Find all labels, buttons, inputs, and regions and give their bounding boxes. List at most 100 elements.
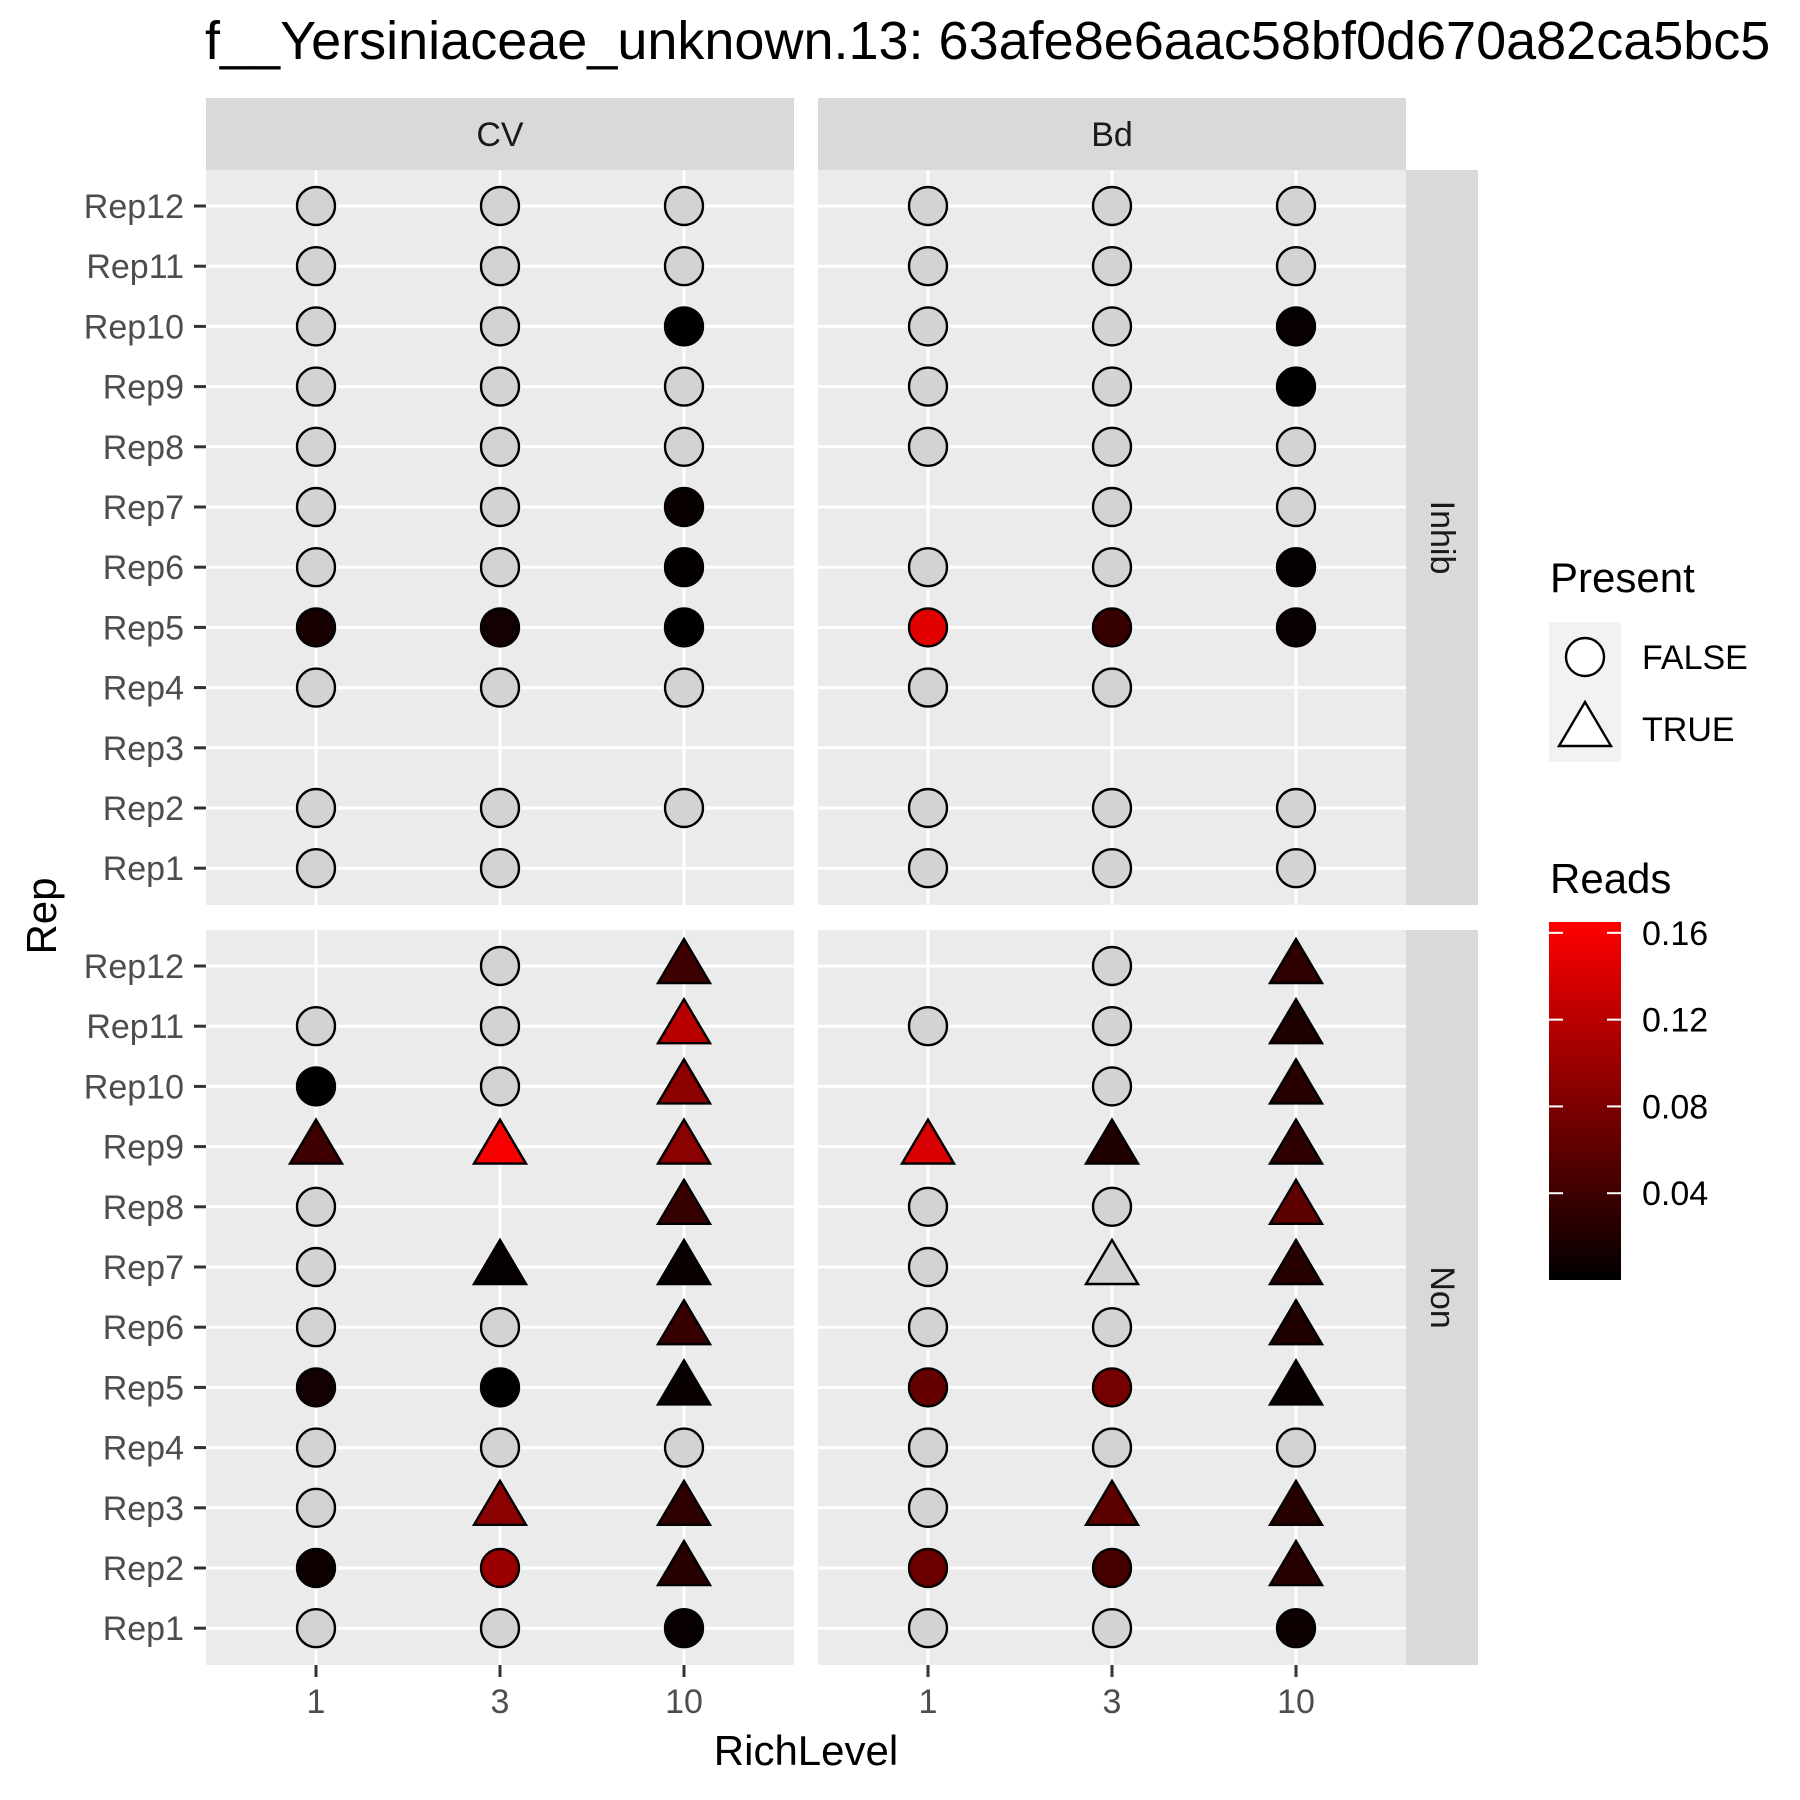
data-point-circle	[1091, 848, 1133, 889]
data-point-circle	[479, 246, 521, 287]
x-tick-label: 10	[1277, 1683, 1315, 1721]
data-point-circle	[1275, 1607, 1317, 1649]
data-point-circle	[1091, 486, 1133, 528]
data-point-circle	[1275, 787, 1317, 829]
data-point-circle	[479, 185, 521, 227]
y-tick-label: Rep11	[86, 248, 184, 286]
data-point-circle	[907, 185, 949, 227]
facet-strip-bd	[818, 98, 1406, 170]
data-point-circle	[1091, 607, 1133, 648]
data-points	[287, 185, 1325, 1649]
data-point-circle	[907, 1367, 949, 1408]
facet-strip-inhib	[1406, 170, 1478, 905]
data-point-circle	[663, 306, 705, 347]
data-point-circle	[907, 787, 949, 829]
data-point-circle	[907, 1607, 949, 1649]
data-point-circle	[479, 1367, 521, 1408]
data-point-circle	[295, 1547, 337, 1589]
data-point-circle	[295, 1005, 337, 1047]
data-point-circle	[1275, 547, 1317, 588]
y-tick-label: Rep6	[103, 549, 184, 587]
y-tick-label: Rep8	[103, 429, 184, 467]
data-point-circle	[295, 1246, 337, 1288]
y-tick-label: Rep1	[103, 1610, 184, 1648]
data-point-circle	[1091, 1427, 1133, 1468]
data-point-circle	[907, 1306, 949, 1348]
y-tick-label: Rep11	[86, 1008, 184, 1046]
data-point-circle	[295, 1607, 337, 1649]
data-point-circle	[295, 306, 337, 347]
y-tick-label: Rep3	[103, 1490, 184, 1528]
data-point-circle	[1091, 366, 1133, 407]
data-point-triangle	[471, 1117, 529, 1165]
data-point-circle	[295, 246, 337, 287]
legend-circle-icon	[1564, 636, 1606, 678]
data-point-circle	[479, 1607, 521, 1649]
y-tick-label: Rep3	[103, 730, 184, 768]
data-point-triangle	[899, 1117, 957, 1165]
data-point-circle	[1091, 1306, 1133, 1348]
data-point-circle	[479, 486, 521, 528]
data-point-triangle	[655, 1057, 713, 1105]
y-tick-label: Rep10	[84, 308, 184, 346]
legend-title-present: Present	[1550, 554, 1695, 601]
y-tick-label: Rep8	[103, 1189, 184, 1227]
data-point-circle	[1275, 246, 1317, 287]
data-point-circle	[663, 426, 705, 467]
data-point-circle	[907, 426, 949, 467]
data-point-circle	[295, 848, 337, 889]
x-tick-label: 1	[919, 1683, 938, 1721]
data-point-circle	[479, 848, 521, 889]
legend-entry-label: FALSE	[1642, 639, 1748, 677]
data-point-triangle	[1267, 1057, 1325, 1105]
data-point-circle	[907, 607, 949, 648]
data-point-circle	[295, 1487, 337, 1529]
data-point-circle	[1275, 607, 1317, 648]
data-point-triangle	[655, 1478, 713, 1527]
data-point-triangle	[287, 1117, 345, 1165]
data-point-circle	[907, 366, 949, 407]
y-tick-label: Rep12	[84, 948, 184, 986]
facet-label: Bd	[1091, 116, 1133, 154]
data-point-circle	[295, 486, 337, 528]
data-point-circle	[479, 1066, 521, 1107]
data-point-circle	[1091, 1186, 1133, 1228]
data-point-circle	[479, 607, 521, 648]
data-point-circle	[295, 1306, 337, 1348]
data-point-circle	[479, 1005, 521, 1047]
y-tick-label: Rep9	[103, 1129, 184, 1167]
data-point-circle	[295, 607, 337, 648]
data-point-circle	[479, 945, 521, 987]
data-point-circle	[663, 547, 705, 588]
data-point-circle	[907, 1427, 949, 1468]
data-point-circle	[907, 246, 949, 287]
data-point-circle	[295, 1066, 337, 1107]
data-point-circle	[1091, 246, 1133, 287]
data-point-circle	[663, 607, 705, 648]
chart-title: f__Yersiniaceae_unknown.13: 63afe8e6aac5…	[205, 11, 1771, 71]
data-point-circle	[663, 667, 705, 708]
data-point-circle	[663, 1607, 705, 1649]
data-point-triangle	[1267, 1237, 1325, 1286]
y-tick-label: Rep5	[103, 1369, 184, 1407]
data-point-circle	[1091, 185, 1133, 227]
y-axis-title: Rep	[18, 877, 65, 954]
data-point-circle	[479, 667, 521, 708]
legend-triangle-icon	[1556, 699, 1614, 748]
x-tick-label: 3	[1103, 1683, 1122, 1721]
data-point-circle	[907, 1547, 949, 1589]
data-point-triangle	[655, 1177, 713, 1226]
data-point-triangle	[1267, 936, 1325, 985]
color-bar-label: 0.16	[1642, 915, 1708, 953]
data-point-triangle	[1267, 1177, 1325, 1226]
data-point-circle	[295, 1186, 337, 1228]
color-bar-label: 0.04	[1642, 1175, 1708, 1213]
color-bar-label: 0.08	[1642, 1088, 1708, 1126]
y-tick-label: Rep7	[103, 1249, 184, 1287]
data-point-circle	[295, 426, 337, 467]
facet-label: Non	[1423, 1266, 1461, 1328]
data-point-circle	[295, 1367, 337, 1408]
x-tick-label: 1	[307, 1683, 326, 1721]
y-tick-label: Rep2	[103, 790, 184, 828]
